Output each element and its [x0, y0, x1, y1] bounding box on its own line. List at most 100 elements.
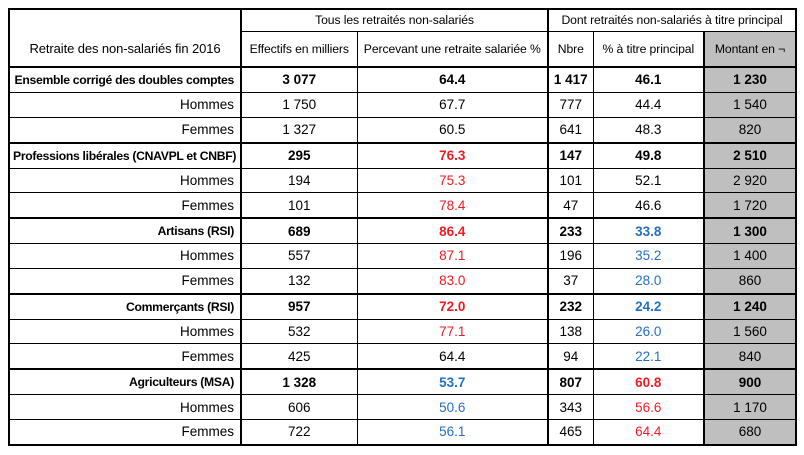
- data-cell: 64.4: [592, 418, 705, 446]
- row-label: Femmes: [8, 192, 242, 219]
- data-cell: 1 720: [703, 192, 797, 219]
- data-cell: 67.7: [356, 91, 549, 118]
- data-cell: 680: [703, 418, 797, 446]
- data-cell: 2 920: [703, 167, 797, 194]
- data-cell: 22.1: [592, 343, 705, 370]
- row-label: Hommes: [8, 91, 242, 118]
- group-header-all-retirees: Tous les retraités non-salariés: [239, 8, 549, 32]
- data-cell: 840: [703, 343, 797, 370]
- data-cell: 1 300: [703, 217, 797, 245]
- data-cell: 26.0: [592, 318, 705, 345]
- data-cell: 3 077: [240, 65, 358, 93]
- section-row: Ensemble corrigé des doubles comptes 3 07…: [8, 65, 797, 93]
- data-cell: 1 560: [703, 318, 797, 345]
- row-label: Hommes: [8, 167, 242, 194]
- data-cell: 87.1: [356, 243, 549, 269]
- data-cell: 46.1: [592, 65, 705, 93]
- data-cell: 1 240: [703, 292, 797, 320]
- data-cell: 53.7: [356, 368, 549, 396]
- table-body: Ensemble corrigé des doubles comptes 3 07…: [8, 65, 797, 446]
- data-cell: 37: [547, 267, 594, 295]
- data-cell: 465: [547, 418, 594, 446]
- row-label: Femmes: [8, 418, 242, 446]
- section-row: Artisans (RSI) 689 86.4 233 33.8 1 300: [8, 217, 797, 245]
- table-row: Hommes 557 87.1 196 35.2 1 400: [8, 243, 797, 269]
- data-cell: 24.2: [592, 292, 705, 320]
- data-cell: 64.4: [356, 65, 549, 93]
- group-header-principal-retirees: Dont retraités non-salariés à titre prin…: [547, 8, 797, 32]
- data-cell: 60.5: [356, 116, 549, 144]
- pension-statistics-table: Retraite des non-salariés fin 2016 Tous …: [8, 8, 798, 446]
- data-cell: 1 540: [703, 91, 797, 118]
- data-cell: 52.1: [592, 167, 705, 194]
- table-row: Hommes 1 750 67.7 777 44.4 1 540: [8, 91, 797, 118]
- data-cell: 64.4: [356, 343, 549, 370]
- data-cell: 232: [547, 292, 594, 320]
- data-cell: 56.6: [592, 394, 705, 420]
- column-header-pct-titre-principal: % à titre principal: [592, 30, 705, 68]
- row-label: Artisans (RSI): [8, 217, 242, 245]
- row-label: Commerçants (RSI): [8, 292, 242, 320]
- row-label: Hommes: [8, 318, 242, 345]
- data-cell: 807: [547, 368, 594, 396]
- data-cell: 132: [240, 267, 358, 295]
- column-header-percevant: Percevant une retraite salariée %: [356, 30, 549, 68]
- column-header-effectifs: Effectifs en milliers: [240, 30, 358, 68]
- data-cell: 72.0: [356, 292, 549, 320]
- data-cell: 1 170: [703, 394, 797, 420]
- row-label: Agriculteurs (MSA): [8, 368, 242, 396]
- data-table: Retraite des non-salariés fin 2016 Tous …: [8, 8, 798, 446]
- data-cell: 1 750: [240, 91, 358, 118]
- data-cell: 78.4: [356, 192, 549, 219]
- data-cell: 606: [240, 394, 358, 420]
- data-cell: 1 327: [240, 116, 358, 144]
- data-cell: 425: [240, 343, 358, 370]
- section-row: Commerçants (RSI) 957 72.0 232 24.2 1 240: [8, 292, 797, 320]
- group-header-row: Retraite des non-salariés fin 2016 Tous …: [8, 8, 797, 68]
- data-cell: 1 400: [703, 243, 797, 269]
- table-row: Hommes 532 77.1 138 26.0 1 560: [8, 318, 797, 345]
- row-label: Hommes: [8, 394, 242, 420]
- table-row: Hommes 194 75.3 101 52.1 2 920: [8, 167, 797, 194]
- row-label: Femmes: [8, 116, 242, 144]
- data-cell: 233: [547, 217, 594, 245]
- data-cell: 2 510: [703, 141, 797, 169]
- data-cell: 343: [547, 394, 594, 420]
- data-cell: 641: [547, 116, 594, 144]
- data-cell: 49.8: [592, 141, 705, 169]
- data-cell: 820: [703, 116, 797, 144]
- row-label: Ensemble corrigé des doubles comptes: [8, 65, 242, 93]
- table-row: Femmes 722 56.1 465 64.4 680: [8, 418, 797, 446]
- data-cell: 76.3: [356, 141, 549, 169]
- data-cell: 147: [547, 141, 594, 169]
- data-cell: 48.3: [592, 116, 705, 144]
- data-cell: 101: [547, 167, 594, 194]
- data-cell: 957: [240, 292, 358, 320]
- data-cell: 101: [240, 192, 358, 219]
- data-cell: 75.3: [356, 167, 549, 194]
- data-cell: 532: [240, 318, 358, 345]
- data-cell: 56.1: [356, 418, 549, 446]
- row-label: Femmes: [8, 267, 242, 295]
- table-row: Hommes 606 50.6 343 56.6 1 170: [8, 394, 797, 420]
- row-label: Professions libérales (CNAVPL et CNBF): [8, 141, 242, 169]
- data-cell: 44.4: [592, 91, 705, 118]
- row-label: Hommes: [8, 243, 242, 269]
- data-cell: 94: [547, 343, 594, 370]
- data-cell: 46.6: [592, 192, 705, 219]
- table-title: Retraite des non-salariés fin 2016: [8, 8, 242, 68]
- data-cell: 28.0: [592, 267, 705, 295]
- table-row: Femmes 425 64.4 94 22.1 840: [8, 343, 797, 370]
- data-cell: 33.8: [592, 217, 705, 245]
- data-cell: 557: [240, 243, 358, 269]
- data-cell: 196: [547, 243, 594, 269]
- data-cell: 138: [547, 318, 594, 345]
- data-cell: 860: [703, 267, 797, 295]
- column-header-nbre: Nbre: [547, 30, 594, 68]
- section-row: Agriculteurs (MSA) 1 328 53.7 807 60.8 900: [8, 368, 797, 396]
- data-cell: 722: [240, 418, 358, 446]
- data-cell: 86.4: [356, 217, 549, 245]
- column-header-montant: Montant en ¬: [703, 30, 797, 68]
- data-cell: 35.2: [592, 243, 705, 269]
- data-cell: 1 328: [240, 368, 358, 396]
